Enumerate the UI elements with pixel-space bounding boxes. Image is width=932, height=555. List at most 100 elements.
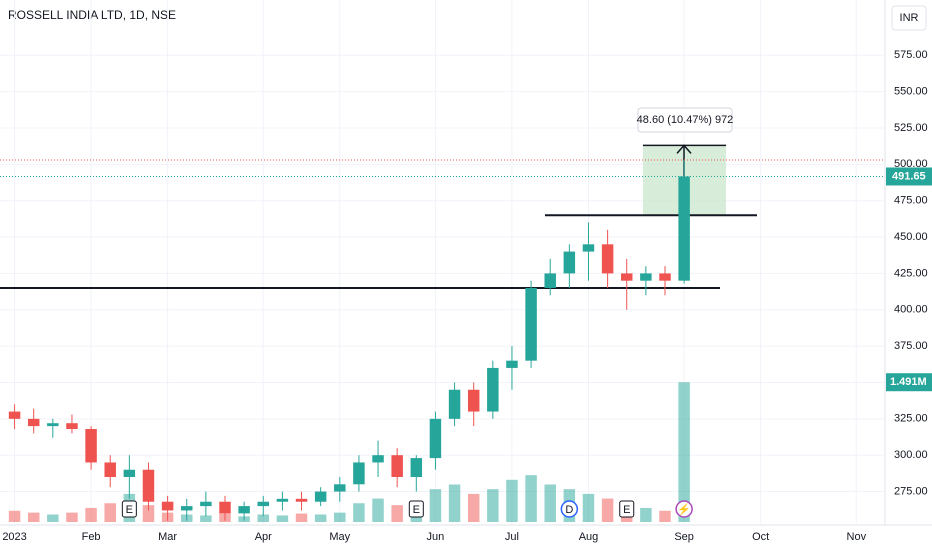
last-price-label: 491.65 xyxy=(892,170,926,182)
candle-body xyxy=(659,273,671,281)
event-marker xyxy=(408,500,424,518)
chart-title: ROSSELL INDIA LTD, 1D, NSE xyxy=(8,8,176,22)
x-tick-label: Sep xyxy=(674,531,694,543)
x-tick-label: Feb xyxy=(82,531,101,543)
measure-label: 48.60 (10.47%) 972 xyxy=(637,114,734,126)
candle-body xyxy=(467,389,480,412)
event-label: D xyxy=(565,504,573,516)
y-tick-label: 450.00 xyxy=(894,231,928,243)
last-price-box xyxy=(886,167,932,186)
candle-body xyxy=(678,176,690,281)
candle-body xyxy=(142,469,155,502)
volume-bar xyxy=(47,514,59,522)
currency: INR xyxy=(900,12,919,24)
candle-body xyxy=(506,360,518,368)
event-marker xyxy=(121,500,137,518)
volume-bar xyxy=(295,513,308,522)
candle-body xyxy=(27,418,40,427)
volume-bar xyxy=(257,514,269,522)
candle-body xyxy=(123,469,136,478)
volume-bar xyxy=(582,493,595,522)
y-tick-label: 300.00 xyxy=(894,449,928,461)
event-marker xyxy=(560,500,579,518)
measure-arrowhead xyxy=(676,144,692,154)
candle-body xyxy=(525,287,537,361)
y-tick-label: 475.00 xyxy=(894,195,928,207)
volume-bar xyxy=(66,512,78,522)
candle-body xyxy=(295,498,308,502)
candle-body xyxy=(582,244,595,252)
volume-bar xyxy=(200,515,212,522)
measure-label-box xyxy=(637,107,733,133)
candle-body xyxy=(85,429,97,463)
candle-body xyxy=(181,506,193,511)
volume-bar xyxy=(276,515,289,522)
x-tick-label: Jul xyxy=(505,531,519,543)
x-tick-label: Jun xyxy=(427,531,445,543)
y-tick-label: 525.00 xyxy=(894,122,928,134)
candle-body xyxy=(47,423,59,427)
candle-body xyxy=(200,501,212,507)
volume-bar xyxy=(525,475,537,522)
currency-box[interactable] xyxy=(891,5,927,31)
x-tick-label: Mar xyxy=(158,531,177,543)
y-tick-label: 425.00 xyxy=(894,267,928,279)
volume-label-box xyxy=(886,373,932,392)
y-tick-label: 325.00 xyxy=(894,413,928,425)
candle-body xyxy=(487,367,499,412)
event-label: E xyxy=(623,504,630,516)
candle-body xyxy=(601,244,614,274)
y-tick-label: 375.00 xyxy=(894,340,928,352)
candle-body xyxy=(238,506,250,514)
candle-body xyxy=(161,501,174,511)
x-tick-label: 2023 xyxy=(2,531,26,543)
candle-body xyxy=(563,251,576,274)
event-label: E xyxy=(126,504,133,516)
volume-bar xyxy=(391,505,403,522)
candle-body xyxy=(276,498,289,502)
candle-body xyxy=(448,389,461,419)
candle-body xyxy=(353,462,365,485)
candle-body xyxy=(314,491,327,502)
volume-bar xyxy=(429,489,442,522)
candle-body xyxy=(544,273,556,288)
volume-bar xyxy=(334,512,346,522)
volume-bar xyxy=(353,503,365,522)
candle-body xyxy=(410,458,423,478)
volume-bar xyxy=(372,498,384,522)
candle-body xyxy=(391,455,403,478)
candle-body xyxy=(429,418,442,459)
volume-bar xyxy=(659,510,671,522)
event-marker xyxy=(675,500,693,518)
candle-body xyxy=(334,484,346,492)
volume-bar xyxy=(678,382,690,522)
candle-body xyxy=(621,273,633,281)
volume-bar xyxy=(544,484,556,522)
x-tick-label: Aug xyxy=(579,531,599,543)
candle-body xyxy=(8,411,21,419)
volume-label: 1.491M xyxy=(890,376,927,388)
y-tick-label: 400.00 xyxy=(894,304,928,316)
candle-body xyxy=(257,501,269,507)
y-tick-label: 275.00 xyxy=(894,485,928,497)
candle-body xyxy=(104,462,116,478)
volume-bar xyxy=(8,510,21,522)
volume-bar xyxy=(104,503,116,522)
event-marker xyxy=(619,500,635,518)
event-label: ⚡ xyxy=(677,503,691,516)
volume-bar xyxy=(314,514,327,522)
y-tick-label: 500.00 xyxy=(894,158,928,170)
x-tick-label: May xyxy=(329,531,350,543)
y-tick-label: 550.00 xyxy=(894,86,928,98)
candle-body xyxy=(372,455,384,463)
candle-body xyxy=(219,501,231,514)
volume-bar xyxy=(448,484,461,522)
volume-bar xyxy=(27,512,40,522)
volume-bar xyxy=(467,493,480,522)
volume-bar xyxy=(506,479,518,522)
y-tick-label: 575.00 xyxy=(894,49,928,61)
candle-body xyxy=(66,423,78,430)
x-tick-label: Apr xyxy=(255,531,272,543)
